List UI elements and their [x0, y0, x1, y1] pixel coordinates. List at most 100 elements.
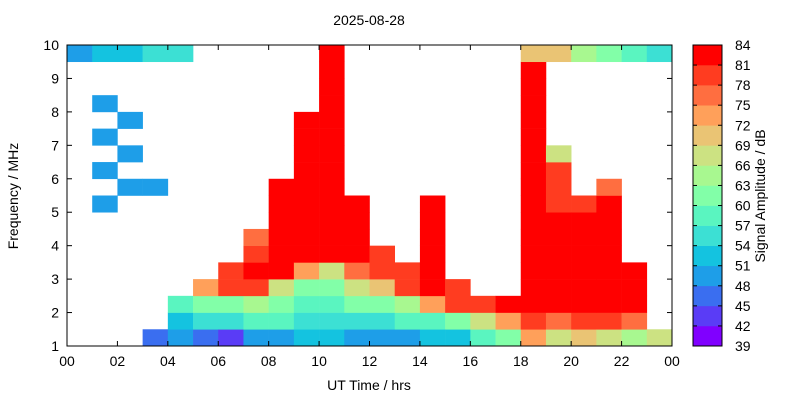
- colorbar-band: [693, 185, 722, 206]
- heatmap-cell: [243, 228, 269, 246]
- heatmap-cell: [596, 195, 622, 213]
- chart-title: 2025-08-28: [333, 12, 405, 28]
- colorbar-tick-label: 69: [735, 137, 751, 153]
- heatmap-cell: [520, 178, 547, 196]
- heatmap-cell: [470, 295, 496, 313]
- heatmap-cell: [520, 45, 547, 63]
- colorbar-band: [693, 145, 722, 166]
- y-tick-label: 3: [51, 271, 59, 287]
- heatmap-cell: [596, 245, 622, 263]
- heatmap-cell: [571, 245, 597, 263]
- heatmap-cell: [520, 312, 547, 330]
- colorbar-tick-label: 45: [735, 298, 751, 314]
- colorbar-tick-label: 60: [735, 198, 751, 214]
- heatmap-cell: [319, 312, 345, 330]
- heatmap-cell: [571, 279, 597, 297]
- heatmap-cell: [243, 312, 269, 330]
- heatmap-cell: [495, 329, 522, 347]
- heatmap-cell: [419, 312, 446, 330]
- heatmap-cell: [596, 312, 622, 330]
- heatmap-cell: [596, 295, 622, 313]
- heatmap-cell: [319, 279, 345, 297]
- colorbar-tick-label: 51: [735, 258, 751, 274]
- heatmap-cell: [268, 329, 295, 347]
- heatmap-cell: [369, 312, 396, 330]
- heatmap-cell: [268, 295, 295, 313]
- heatmap-cell: [319, 78, 345, 96]
- heatmap-cell: [419, 279, 446, 297]
- heatmap-cell: [545, 329, 572, 347]
- heatmap-cell: [268, 312, 295, 330]
- heatmap-cell: [293, 295, 320, 313]
- heatmap-cell: [218, 279, 244, 297]
- heatmap-cell: [319, 128, 345, 146]
- x-tick-label: 22: [614, 353, 630, 369]
- heatmap-cell: [142, 45, 169, 63]
- x-axis-label: UT Time / hrs: [327, 377, 411, 393]
- heatmap-cell: [92, 128, 118, 146]
- colorbar-tick-label: 75: [735, 97, 751, 113]
- heatmap-cell: [596, 329, 622, 347]
- heatmap-cell: [596, 178, 622, 196]
- heatmap-cell: [243, 295, 269, 313]
- heatmap-cell: [520, 111, 547, 129]
- heatmap-cell: [545, 279, 572, 297]
- heatmap-cell: [520, 128, 547, 146]
- colorbar-tick-label: 48: [735, 278, 751, 294]
- heatmap-cell: [319, 145, 345, 163]
- heatmap-cell: [319, 45, 345, 63]
- heatmap-cell: [344, 262, 370, 280]
- heatmap-cell: [117, 45, 143, 63]
- heatmap-cell: [142, 329, 169, 347]
- heatmap-cell: [571, 212, 597, 230]
- heatmap-cell: [520, 262, 547, 280]
- heatmap-cell: [520, 212, 547, 230]
- heatmap-cell: [243, 329, 269, 347]
- heatmap-cell: [319, 61, 345, 79]
- heatmap-cell: [167, 329, 194, 347]
- heatmap-cell: [369, 262, 396, 280]
- heatmap-cell: [545, 212, 572, 230]
- heatmap-cell: [621, 279, 648, 297]
- heatmap-cell: [344, 245, 370, 263]
- heatmap-cell: [319, 162, 345, 180]
- heatmap-cell: [369, 245, 396, 263]
- heatmap-cell: [319, 228, 345, 246]
- y-tick-label: 6: [51, 171, 59, 187]
- heatmap-cell: [419, 245, 446, 263]
- heatmap-cell: [571, 295, 597, 313]
- heatmap-cell: [167, 312, 194, 330]
- heatmap-cell: [495, 312, 522, 330]
- heatmap-cell: [293, 195, 320, 213]
- heatmap-cell: [319, 195, 345, 213]
- heatmap-cell: [293, 162, 320, 180]
- heatmap-cell: [67, 45, 93, 63]
- heatmap-cell: [520, 61, 547, 79]
- heatmap-cell: [571, 195, 597, 213]
- heatmap-cell: [545, 312, 572, 330]
- colorbar-tick-label: 72: [735, 117, 751, 133]
- colorbar-band: [693, 305, 722, 327]
- colorbar-tick-label: 84: [735, 37, 751, 53]
- heatmap-cell: [268, 178, 295, 196]
- heatmap-cell: [394, 295, 421, 313]
- y-tick-label: 2: [51, 305, 59, 321]
- heatmap-cell: [394, 262, 421, 280]
- heatmap-cell: [117, 111, 143, 129]
- heatmap-cell: [621, 262, 648, 280]
- heatmap-cell: [344, 228, 370, 246]
- heatmap-cell: [520, 329, 547, 347]
- heatmap-cell: [243, 279, 269, 297]
- colorbar-tick-label: 57: [735, 218, 751, 234]
- heatmap-cell: [621, 45, 648, 63]
- colorbar-tick-label: 66: [735, 157, 751, 173]
- heatmap-cell: [293, 312, 320, 330]
- heatmap-cell: [218, 329, 244, 347]
- x-tick-label: 18: [513, 353, 529, 369]
- heatmap-cell: [520, 228, 547, 246]
- heatmap-cell: [545, 178, 572, 196]
- heatmap-cell: [293, 262, 320, 280]
- heatmap-cells: [67, 45, 673, 347]
- colorbar-tick-label: 54: [735, 238, 751, 254]
- x-tick-label: 16: [463, 353, 479, 369]
